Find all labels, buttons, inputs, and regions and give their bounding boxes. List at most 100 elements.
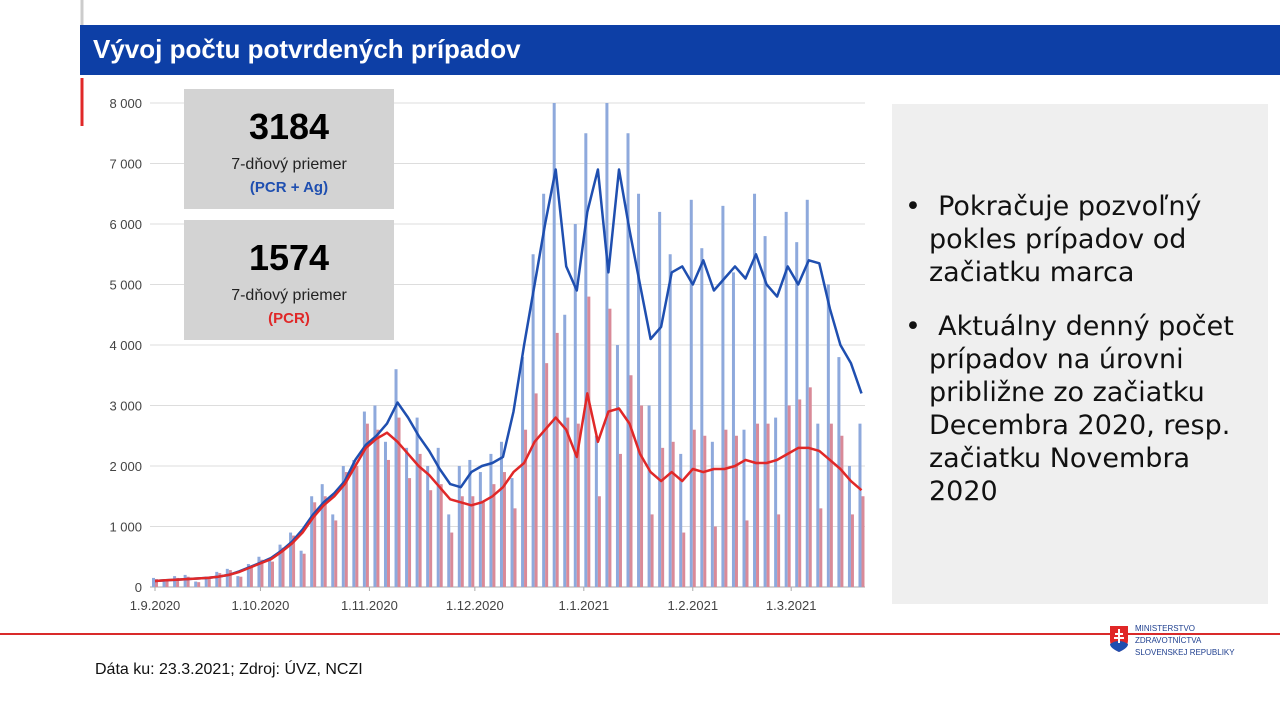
- bar: [447, 514, 451, 587]
- bar: [429, 490, 433, 587]
- bar: [436, 447, 440, 587]
- x-tick-label: 1.11.2020: [341, 598, 398, 613]
- bar: [270, 561, 274, 587]
- bar: [661, 447, 665, 587]
- bar: [552, 103, 556, 587]
- bar: [774, 417, 778, 587]
- x-tick-label: 1.12.2020: [446, 598, 504, 613]
- bar: [236, 576, 240, 587]
- bar: [204, 576, 208, 587]
- info-value: 1574: [249, 237, 329, 278]
- bar: [731, 272, 735, 587]
- chart: 0 1 000 2 000 3 000 4 000 5 000 6 000 7 000 8 00…: [109, 89, 865, 613]
- bar: [721, 205, 725, 587]
- bar: [784, 211, 788, 587]
- bar: [344, 472, 348, 587]
- bar: [302, 553, 306, 587]
- bar: [471, 496, 475, 587]
- bar: [837, 357, 841, 587]
- bar: [257, 556, 261, 587]
- bar: [521, 357, 525, 587]
- bar: [713, 526, 717, 587]
- bar: [640, 405, 644, 587]
- bar: [650, 514, 654, 587]
- bar: [267, 559, 271, 587]
- bar: [415, 417, 419, 587]
- bar: [597, 496, 601, 587]
- bar: [531, 254, 535, 587]
- bar: [805, 199, 809, 588]
- bar: [795, 242, 799, 587]
- bar: [861, 496, 865, 587]
- bar: [373, 405, 377, 587]
- y-tick-label: 6 000: [109, 217, 142, 232]
- bar: [260, 559, 264, 587]
- bar: [615, 345, 619, 587]
- info-value: 3184: [249, 106, 329, 147]
- bar: [352, 459, 356, 587]
- bar: [225, 568, 229, 587]
- bar: [524, 429, 528, 587]
- bar: [155, 579, 158, 587]
- bar: [331, 514, 335, 587]
- bar: [313, 502, 317, 587]
- bar: [605, 103, 609, 587]
- bar: [478, 472, 482, 587]
- bar: [671, 441, 675, 587]
- bar: [310, 496, 314, 587]
- bar: [692, 429, 696, 587]
- bar: [816, 423, 820, 587]
- bar: [492, 484, 496, 587]
- bar: [850, 514, 854, 587]
- bar: [386, 459, 390, 587]
- bar: [826, 284, 830, 587]
- bullet: • Pokračuje pozvoľný pokles prípadov od …: [905, 191, 1202, 288]
- bar: [703, 435, 707, 587]
- info-box: 1574 7-dňový priemer (PCR): [184, 220, 394, 340]
- bar: [176, 577, 180, 587]
- bar: [320, 484, 324, 587]
- bar: [637, 193, 641, 587]
- bar: [239, 576, 243, 587]
- y-tick-label: 3 000: [109, 399, 142, 414]
- bar: [341, 466, 345, 587]
- x-tick-label: 1.9.2020: [130, 598, 181, 613]
- bar: [658, 211, 662, 587]
- bar: [563, 314, 567, 587]
- bar: [173, 576, 177, 587]
- bar: [426, 466, 430, 587]
- bullet-text: Pokračuje pozvoľný pokles prípadov od za…: [929, 191, 1202, 288]
- bar: [710, 441, 714, 587]
- average-line: [154, 392, 863, 583]
- y-tick-label: 7 000: [109, 157, 142, 172]
- bar: [510, 478, 514, 587]
- bar: [629, 375, 633, 587]
- bar: [858, 423, 862, 587]
- bar: [840, 435, 844, 587]
- info-box: 3184 7-dňový priemer (PCR + Ag): [184, 89, 394, 209]
- legend-label: (PCR): [268, 310, 310, 327]
- info-box-bg: [184, 220, 394, 340]
- bar: [545, 363, 549, 587]
- bar: [397, 417, 401, 587]
- bar: [753, 193, 757, 587]
- bar: [439, 484, 443, 587]
- bar: [460, 496, 464, 587]
- bar: [183, 574, 187, 587]
- bar: [499, 441, 503, 587]
- bar: [215, 571, 219, 587]
- info-caption: 7-dňový priemer: [231, 156, 347, 173]
- bar: [542, 193, 546, 587]
- bar: [724, 429, 728, 587]
- bar: [668, 254, 672, 587]
- bar: [689, 199, 693, 588]
- bullet: • Aktuálny denný počet prípadov na úrovn…: [905, 311, 1234, 507]
- bar: [829, 423, 833, 587]
- bar: [763, 236, 767, 587]
- slide-title: Vývoj počtu potvrdených prípadov: [93, 34, 521, 64]
- bar: [249, 565, 253, 587]
- y-tick-label: 5 000: [109, 278, 142, 293]
- bar: [742, 429, 746, 587]
- bar: [847, 466, 851, 587]
- bar: [587, 296, 591, 587]
